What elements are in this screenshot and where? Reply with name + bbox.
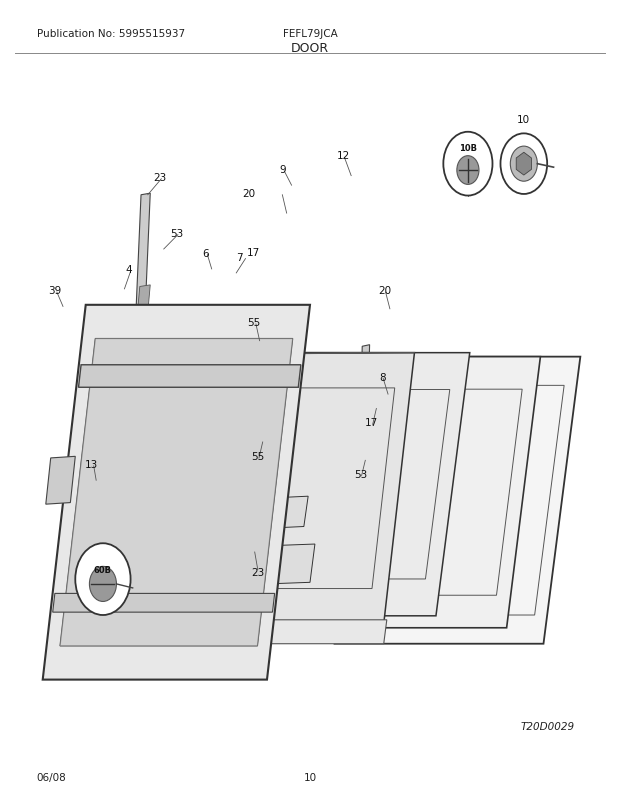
Polygon shape: [60, 339, 293, 646]
Text: 12: 12: [337, 151, 350, 160]
Text: 10B: 10B: [458, 143, 479, 152]
Text: 7: 7: [236, 253, 242, 262]
Polygon shape: [187, 353, 414, 624]
Polygon shape: [242, 468, 259, 618]
Text: 60B: 60B: [94, 565, 112, 574]
Text: 10: 10: [517, 143, 530, 152]
Polygon shape: [267, 545, 315, 584]
Text: 55: 55: [247, 318, 260, 328]
Text: 10: 10: [303, 772, 317, 782]
Text: 17: 17: [365, 418, 378, 427]
Text: Publication No: 5995515937: Publication No: 5995515937: [37, 29, 185, 39]
Polygon shape: [270, 496, 308, 529]
Polygon shape: [190, 353, 414, 354]
Polygon shape: [135, 194, 150, 338]
Polygon shape: [190, 620, 387, 644]
Text: 8: 8: [379, 372, 386, 382]
Polygon shape: [335, 357, 580, 644]
Text: 39: 39: [48, 286, 61, 296]
Polygon shape: [358, 345, 370, 520]
Text: 17: 17: [247, 248, 260, 258]
Text: 53: 53: [354, 469, 367, 480]
Text: T20D0029: T20D0029: [520, 722, 574, 731]
Polygon shape: [304, 357, 541, 628]
Text: 53: 53: [170, 229, 184, 239]
Text: 55: 55: [251, 452, 264, 462]
Text: 4: 4: [125, 265, 132, 274]
Text: 10: 10: [517, 115, 530, 124]
Text: FEFL79JCA: FEFL79JCA: [283, 29, 337, 39]
Polygon shape: [53, 593, 275, 613]
Text: 9: 9: [279, 165, 286, 175]
Text: 06/08: 06/08: [37, 772, 66, 782]
Text: DOOR: DOOR: [291, 42, 329, 55]
Circle shape: [457, 156, 479, 185]
Polygon shape: [137, 286, 150, 322]
Polygon shape: [43, 306, 310, 680]
Circle shape: [443, 132, 492, 196]
Polygon shape: [46, 457, 75, 504]
Text: 20: 20: [242, 189, 255, 199]
Polygon shape: [79, 366, 301, 388]
Circle shape: [500, 134, 547, 195]
Text: eReplacementParts.com: eReplacementParts.com: [197, 396, 324, 406]
Text: 23: 23: [153, 173, 166, 183]
Polygon shape: [516, 153, 531, 176]
Text: 20: 20: [378, 286, 391, 296]
Circle shape: [75, 544, 131, 615]
Circle shape: [510, 147, 538, 182]
Circle shape: [89, 567, 117, 602]
Text: 10B: 10B: [459, 144, 477, 153]
Text: 60B: 60B: [99, 563, 119, 573]
Polygon shape: [246, 353, 470, 616]
Text: 23: 23: [251, 567, 264, 577]
Text: 13: 13: [85, 460, 99, 470]
Polygon shape: [242, 600, 260, 618]
Text: 6: 6: [202, 249, 209, 259]
Polygon shape: [60, 339, 293, 646]
